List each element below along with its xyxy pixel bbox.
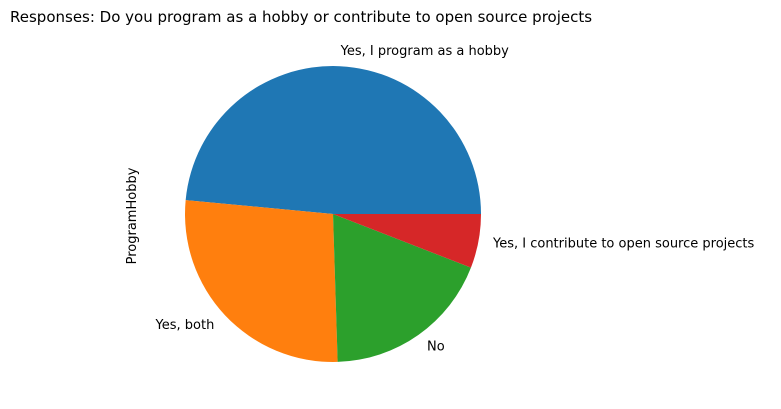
y-axis-label: ProgramHobby	[125, 167, 140, 264]
chart-title: Responses: Do you program as a hobby or …	[10, 8, 592, 26]
pie-slice-4	[333, 214, 481, 268]
pie-slice-2	[185, 200, 338, 363]
pie-labels: Yes, I program as a hobby Yes, both No Yes,…	[155, 44, 755, 355]
pie-label-1: Yes, I program as a hobby	[340, 44, 510, 59]
pie-slices	[185, 66, 481, 363]
pie-slice-3	[333, 214, 471, 362]
pie-label-4: Yes, I contribute to open source project…	[492, 237, 755, 252]
pie-slice-1	[185, 66, 481, 215]
pie-label-3: No	[427, 339, 445, 354]
pie-label-2: Yes, both	[155, 318, 215, 333]
